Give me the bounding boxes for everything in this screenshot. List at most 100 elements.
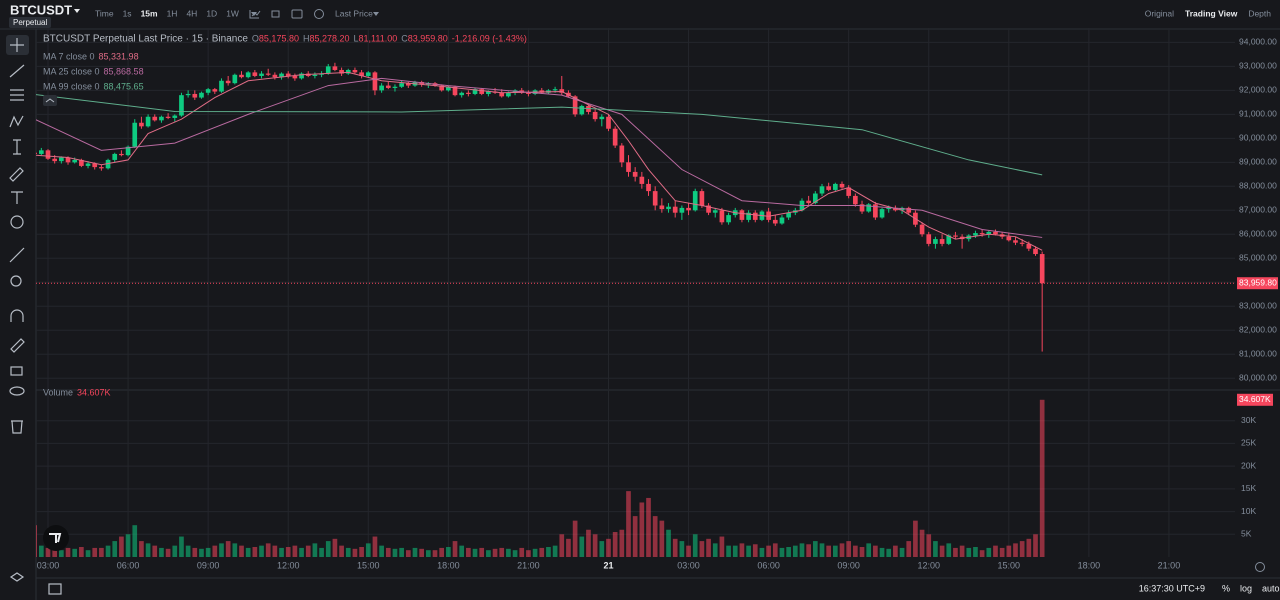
lock-tool[interactable] bbox=[10, 366, 23, 376]
crosshair-tool[interactable] bbox=[10, 38, 24, 52]
candle-body bbox=[372, 72, 378, 91]
x-tick-label: 21 bbox=[603, 560, 613, 570]
scale-option[interactable]: auto bbox=[1262, 583, 1280, 593]
volume-bar bbox=[145, 543, 151, 557]
volume-bar bbox=[879, 547, 885, 557]
left-toolbar bbox=[6, 35, 62, 595]
volume-bar bbox=[59, 550, 64, 557]
scale-option[interactable]: % bbox=[1222, 583, 1230, 593]
candle-body bbox=[646, 183, 651, 192]
candle-body bbox=[552, 89, 558, 91]
candle-body bbox=[632, 171, 638, 177]
volume-bar bbox=[739, 543, 745, 557]
volume-bar bbox=[452, 541, 458, 557]
candle-body bbox=[79, 159, 84, 166]
fib-tool[interactable] bbox=[10, 89, 24, 101]
volume-bar bbox=[359, 547, 364, 557]
settings-icon[interactable] bbox=[314, 9, 324, 19]
text-tool[interactable] bbox=[11, 191, 23, 204]
measure-tool[interactable] bbox=[13, 139, 21, 155]
indicator-icon[interactable] bbox=[249, 10, 261, 19]
volume-bar bbox=[159, 547, 164, 557]
y-tick-label: 91,000.00 bbox=[1239, 109, 1277, 119]
volume-bar bbox=[926, 534, 932, 557]
candle-body bbox=[159, 116, 164, 121]
interval-button[interactable]: 1W bbox=[226, 8, 239, 18]
volume-bar bbox=[265, 543, 271, 557]
volume-bar bbox=[252, 547, 258, 557]
scale-option[interactable]: log bbox=[1240, 583, 1252, 593]
x-tick-label: 06:00 bbox=[757, 560, 780, 570]
candle-body bbox=[592, 111, 598, 120]
brush-tool[interactable] bbox=[9, 167, 24, 182]
chart-legend: BTCUSDT Perpetual Last Price · 15 · Bina… bbox=[43, 33, 527, 397]
interval-button[interactable]: 1D bbox=[206, 8, 217, 18]
candle-body bbox=[152, 116, 158, 121]
price-type[interactable]: Last Price bbox=[335, 8, 373, 18]
lock-drawing-tool[interactable] bbox=[10, 338, 25, 353]
volume-bar bbox=[1026, 538, 1032, 557]
line-tool[interactable] bbox=[9, 64, 25, 78]
last-volume-label: 34.607K bbox=[1239, 394, 1271, 404]
volume-bar bbox=[973, 547, 978, 557]
axis-settings-icon[interactable] bbox=[1255, 562, 1265, 572]
candle-body bbox=[179, 95, 184, 116]
calendar-tool[interactable] bbox=[48, 583, 62, 595]
candle-body bbox=[65, 157, 71, 163]
candle-body bbox=[452, 86, 458, 96]
ohlc-value: 81,111.00 bbox=[359, 33, 398, 43]
volume-bar bbox=[906, 541, 912, 557]
interval-button[interactable]: 4H bbox=[186, 8, 197, 18]
candle-body bbox=[719, 210, 725, 223]
candle-body bbox=[979, 233, 985, 235]
last-volume-box bbox=[1237, 393, 1273, 406]
interval-button[interactable]: 1s bbox=[123, 8, 132, 18]
collapse-button[interactable] bbox=[43, 95, 57, 106]
volume-bar bbox=[259, 545, 264, 557]
candle-body bbox=[112, 153, 118, 160]
delete-tool[interactable] bbox=[11, 420, 23, 434]
volume-bar bbox=[405, 550, 411, 557]
volume-bar bbox=[1006, 545, 1012, 557]
volume-bar bbox=[492, 548, 498, 557]
interval-button[interactable]: 15m bbox=[141, 8, 158, 18]
symbol[interactable]: BTCUSDT bbox=[10, 2, 72, 17]
y-tick-label: 92,000.00 bbox=[1239, 85, 1277, 95]
volume-bar bbox=[179, 536, 184, 557]
volume-bar bbox=[466, 547, 471, 557]
volume-bar bbox=[726, 545, 731, 557]
x-tick-label: 15:00 bbox=[998, 560, 1021, 570]
volume-bar bbox=[846, 541, 852, 557]
volume-bar bbox=[859, 547, 865, 557]
volume-bar bbox=[392, 548, 398, 557]
ohlc-key: L bbox=[354, 33, 359, 43]
volume-bar bbox=[92, 547, 98, 557]
dropdown-caret[interactable] bbox=[373, 12, 379, 16]
view-button[interactable]: Trading View bbox=[1185, 8, 1238, 18]
zoom-tool[interactable] bbox=[10, 275, 22, 287]
emoji-tool[interactable] bbox=[10, 215, 24, 229]
volume-bar bbox=[893, 545, 898, 557]
candle-body bbox=[1039, 254, 1045, 284]
candle-body bbox=[285, 73, 291, 76]
layers-tool[interactable] bbox=[9, 572, 25, 582]
visibility-tool[interactable] bbox=[9, 386, 25, 396]
y-tick-label: 86,000.00 bbox=[1239, 229, 1277, 239]
ruler-tool[interactable] bbox=[9, 247, 25, 263]
volume-bar bbox=[572, 520, 578, 557]
volume-bar bbox=[52, 545, 58, 557]
dropdown-caret[interactable] bbox=[74, 9, 80, 13]
volume-bar bbox=[45, 547, 51, 557]
interval-button[interactable]: 1H bbox=[167, 8, 178, 18]
camera-icon[interactable] bbox=[291, 9, 303, 19]
layout-icon[interactable] bbox=[271, 10, 280, 18]
candle-body bbox=[299, 73, 304, 79]
view-button[interactable]: Original bbox=[1145, 8, 1174, 18]
pattern-tool[interactable] bbox=[9, 115, 24, 128]
x-tick-label: 18:00 bbox=[437, 560, 460, 570]
candle-body bbox=[232, 74, 238, 84]
candle-body bbox=[939, 239, 945, 244]
interval-button[interactable]: Time bbox=[95, 8, 114, 18]
magnet-tool[interactable] bbox=[10, 309, 24, 322]
view-button[interactable]: Depth bbox=[1248, 8, 1271, 18]
